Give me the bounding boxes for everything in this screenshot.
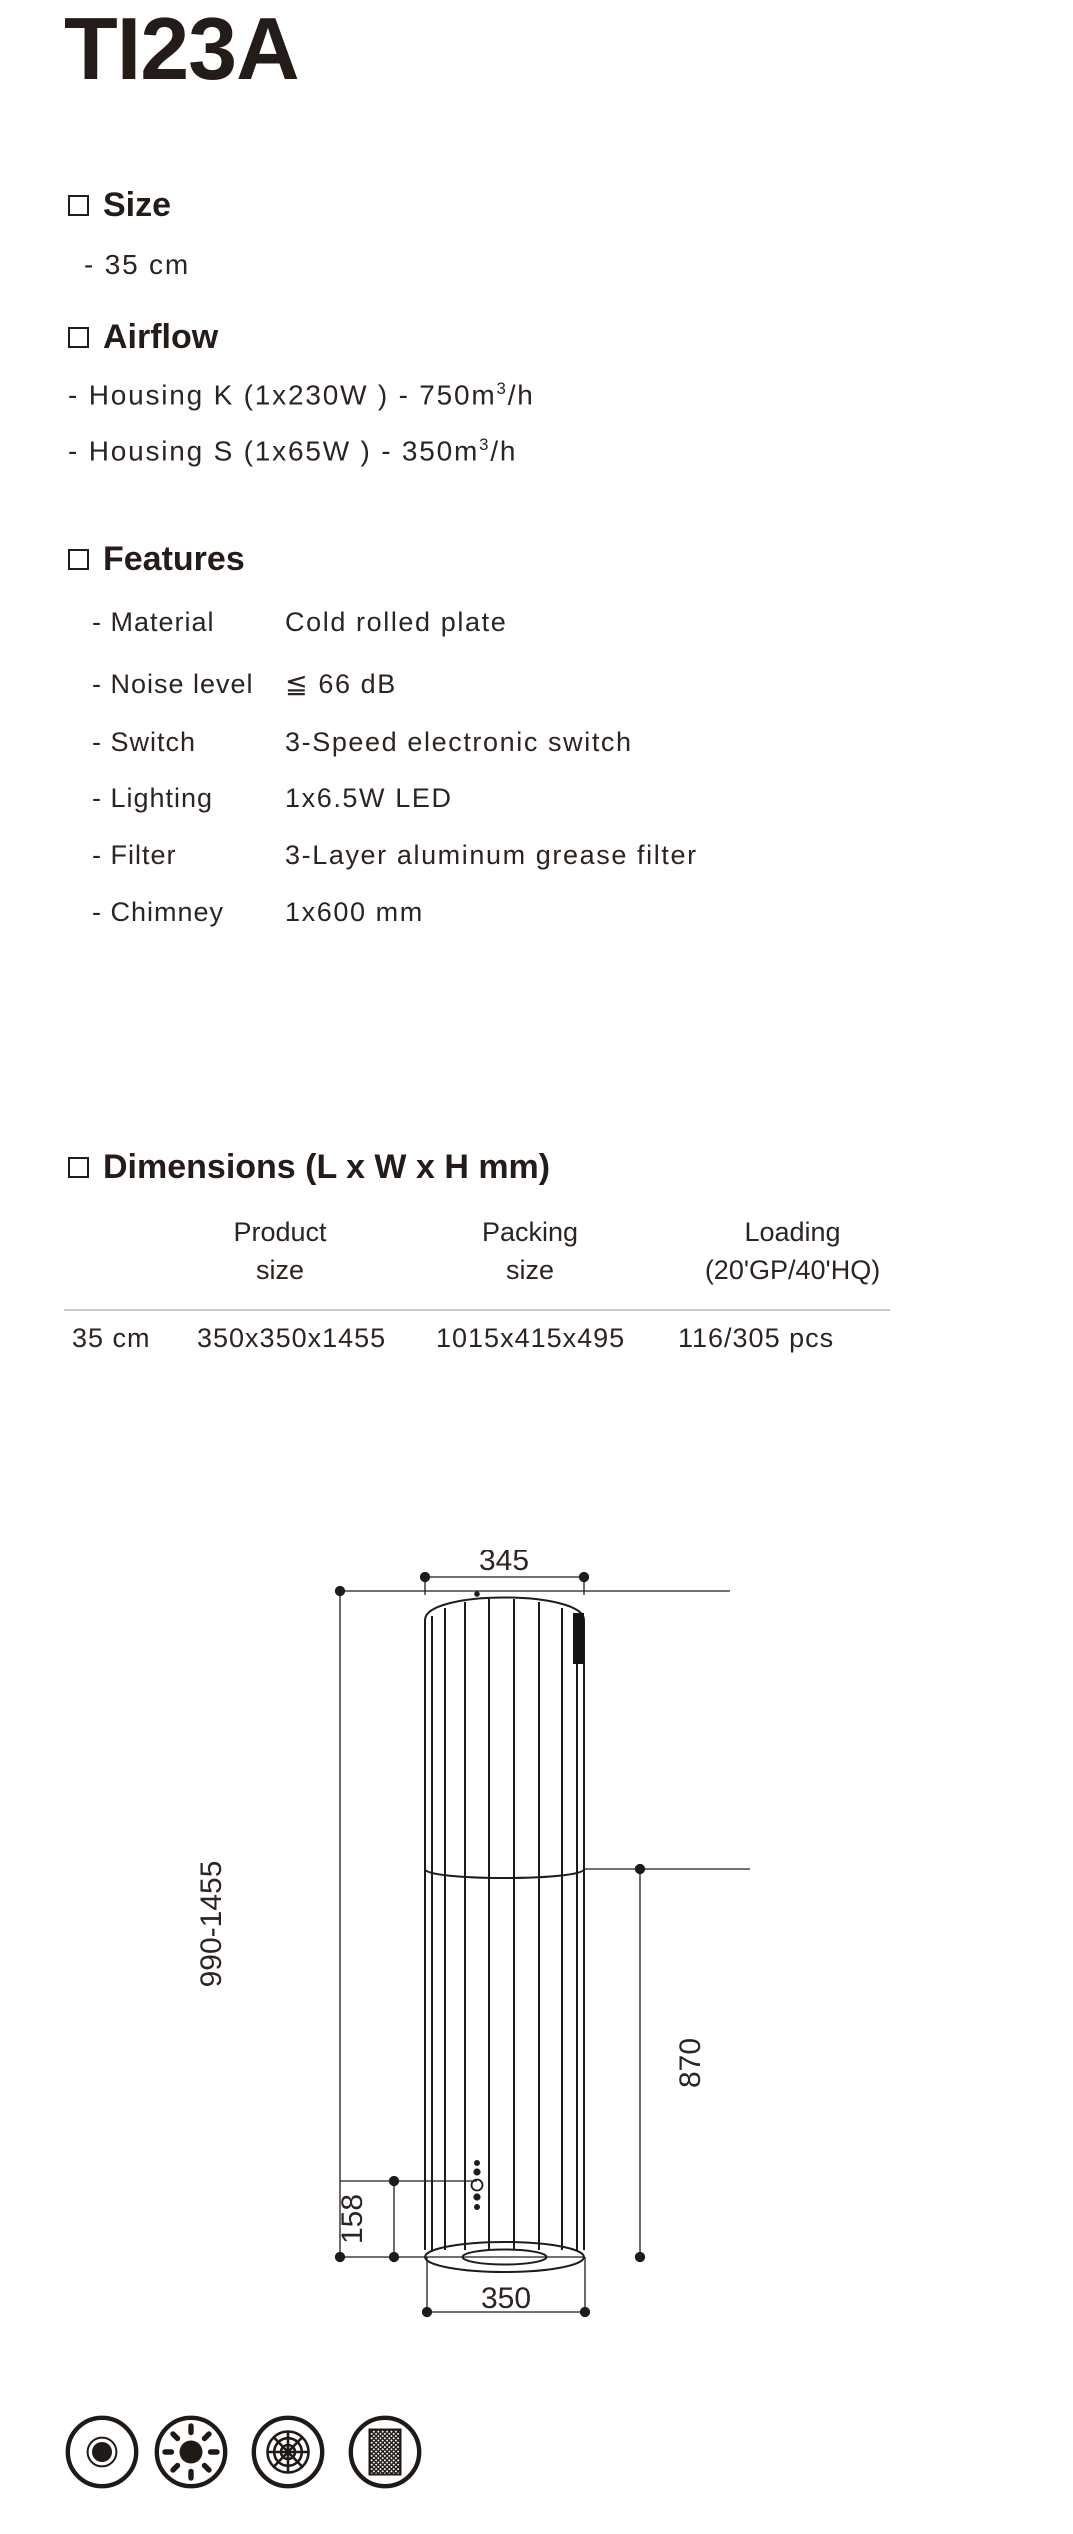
svg-text:350: 350 — [481, 2282, 531, 2315]
svg-text:990-1455: 990-1455 — [195, 1861, 228, 1988]
svg-text:158: 158 — [336, 2194, 369, 2244]
svg-text:345: 345 — [479, 1550, 529, 1577]
svg-text:870: 870 — [674, 2038, 707, 2088]
